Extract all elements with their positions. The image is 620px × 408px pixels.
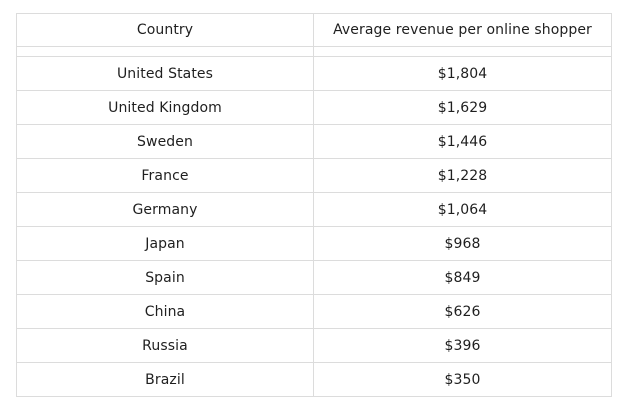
revenue-cell: $1,446	[313, 124, 612, 159]
country-cell: Germany	[16, 192, 314, 227]
table-row: Spain $849	[16, 260, 612, 295]
table-row: United Kingdom $1,629	[16, 90, 612, 125]
table-row: France $1,228	[16, 158, 612, 193]
revenue-cell: $626	[313, 294, 612, 329]
table-row: Japan $968	[16, 226, 612, 261]
table-header-row: Country Average revenue per online shopp…	[16, 13, 612, 47]
country-cell: Sweden	[16, 124, 314, 159]
table-row: China $626	[16, 294, 612, 329]
revenue-cell: $350	[313, 362, 612, 397]
revenue-cell: $849	[313, 260, 612, 295]
revenue-cell: $968	[313, 226, 612, 261]
country-cell: Spain	[16, 260, 314, 295]
country-cell: United Kingdom	[16, 90, 314, 125]
spacer-cell	[16, 46, 314, 57]
table-spacer-row	[16, 46, 612, 57]
revenue-cell: $1,804	[313, 56, 612, 91]
revenue-cell: $1,228	[313, 158, 612, 193]
country-cell: Russia	[16, 328, 314, 363]
country-cell: China	[16, 294, 314, 329]
country-cell: France	[16, 158, 314, 193]
country-cell: Japan	[16, 226, 314, 261]
revenue-cell: $1,629	[313, 90, 612, 125]
table-row: United States $1,804	[16, 56, 612, 91]
revenue-cell: $396	[313, 328, 612, 363]
revenue-table: Country Average revenue per online shopp…	[16, 13, 612, 397]
table-row: Sweden $1,446	[16, 124, 612, 159]
table-row: Germany $1,064	[16, 192, 612, 227]
country-cell: Brazil	[16, 362, 314, 397]
revenue-cell: $1,064	[313, 192, 612, 227]
column-header-revenue: Average revenue per online shopper	[313, 13, 612, 47]
column-header-country: Country	[16, 13, 314, 47]
country-cell: United States	[16, 56, 314, 91]
spacer-cell	[313, 46, 612, 57]
table-row: Russia $396	[16, 328, 612, 363]
table-row: Brazil $350	[16, 362, 612, 397]
